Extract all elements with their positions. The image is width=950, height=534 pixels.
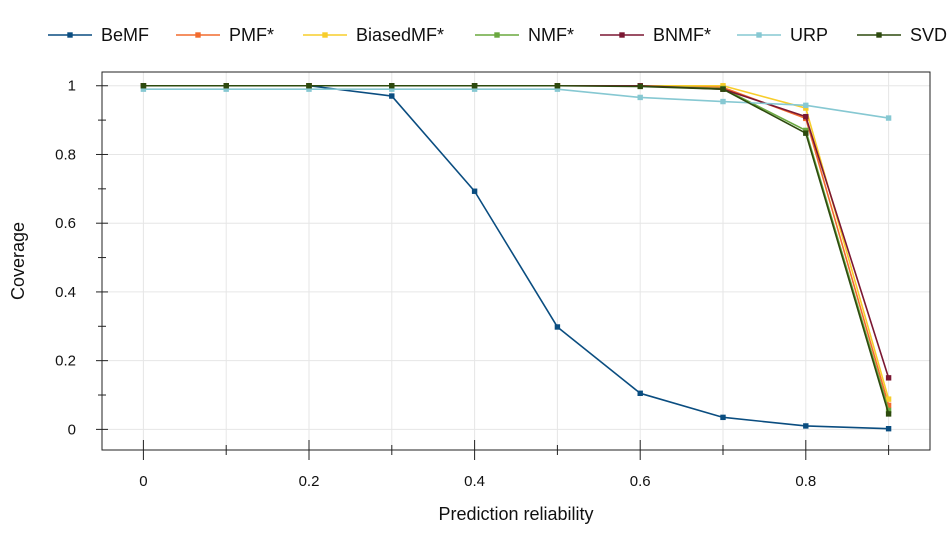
y-tick-label: 0 — [68, 421, 76, 438]
data-point-bemf — [637, 390, 643, 396]
series-svd — [140, 83, 892, 417]
legend-label-urp: URP — [790, 25, 828, 45]
legend-swatch-marker — [756, 32, 762, 38]
legend-item-svd: SVD — [857, 25, 947, 45]
data-point-urp — [306, 86, 312, 92]
data-point-nmf — [885, 407, 892, 414]
x-tick-label: 0.8 — [795, 473, 816, 490]
data-point-svd — [885, 411, 892, 417]
series-bnmf — [140, 83, 892, 381]
data-point-urp — [140, 86, 147, 92]
series-line-bemf — [143, 84, 889, 430]
axis-ticks: 0 0.2 0.4 0.6 0.8 0 0.2 0.4 0.6 0.8 1 — [55, 78, 890, 490]
series-line-svd — [143, 84, 890, 415]
y-axis-title: Coverage — [8, 222, 28, 300]
y-tick-label: 0.8 — [55, 146, 76, 163]
legend-label-svd: SVD — [910, 25, 947, 45]
plot-frame — [101, 71, 931, 451]
legend-swatch-marker — [876, 32, 882, 38]
legend-swatch-marker — [619, 32, 625, 38]
legend-label-bemf: BeMF — [101, 25, 149, 45]
data-point-svd — [720, 86, 726, 92]
data-point-bnmf — [885, 375, 892, 381]
legend-label-bnmf: BNMF* — [653, 25, 711, 45]
legend-swatch-marker — [195, 32, 201, 38]
data-point-urp — [803, 102, 809, 109]
series-bemf — [140, 83, 892, 432]
series-urp — [140, 86, 892, 121]
legend-swatch-marker — [322, 32, 328, 38]
grid — [102, 72, 930, 450]
y-tick-label: 0.6 — [55, 215, 76, 232]
series-line-pmf — [143, 84, 890, 406]
series-line-urp — [143, 88, 889, 119]
data-point-bemf — [803, 423, 809, 429]
data-point-svd — [389, 83, 395, 89]
data-point-bemf — [471, 188, 478, 194]
data-point-nmf — [803, 127, 809, 134]
data-point-svd — [223, 83, 229, 89]
data-point-svd — [637, 83, 643, 90]
data-point-pmf — [885, 402, 892, 409]
data-point-urp — [554, 86, 561, 92]
legend-label-nmf: NMF* — [528, 25, 574, 45]
series-biasedmf — [140, 83, 892, 402]
y-tick-label: 1 — [68, 78, 76, 95]
x-tick-label: 0.2 — [299, 473, 320, 490]
legend-label-biasedmf: BiasedMF* — [356, 25, 444, 45]
data-point-biasedmf — [720, 83, 726, 89]
data-point-bemf — [389, 93, 395, 99]
data-point-biasedmf — [885, 396, 892, 402]
data-point-urp — [885, 115, 892, 121]
legend-item-bemf: BeMF — [48, 25, 149, 45]
data-point-bemf — [885, 425, 892, 432]
legend-swatch-marker — [67, 32, 73, 38]
x-axis-title: Prediction reliability — [438, 504, 593, 524]
series-line-bnmf — [143, 84, 890, 379]
legend-item-bnmf: BNMF* — [600, 25, 711, 45]
y-tick-label: 0.2 — [55, 353, 76, 370]
data-point-urp — [720, 98, 726, 105]
legend: BeMF PMF* BiasedMF* NMF* BNMF* URP SVD — [48, 25, 947, 45]
series-pmf — [140, 83, 892, 409]
data-point-urp — [223, 86, 229, 92]
data-point-bemf — [554, 324, 561, 330]
series-line-nmf — [143, 84, 890, 411]
data-point-svd — [471, 83, 478, 89]
series-nmf — [140, 83, 892, 414]
data-point-urp — [471, 86, 478, 92]
data-point-urp — [637, 94, 643, 101]
data-point-svd — [803, 130, 809, 136]
legend-label-pmf: PMF* — [229, 25, 274, 45]
legend-item-nmf: NMF* — [475, 25, 574, 45]
legend-item-urp: URP — [737, 25, 828, 45]
series-group — [140, 83, 892, 432]
legend-item-biasedmf: BiasedMF* — [303, 25, 444, 45]
data-point-bemf — [720, 414, 726, 421]
legend-item-pmf: PMF* — [176, 25, 274, 45]
data-point-svd — [306, 83, 312, 89]
data-point-svd — [140, 83, 147, 89]
data-point-urp — [389, 86, 395, 92]
legend-swatch-marker — [494, 32, 500, 38]
y-tick-label: 0.4 — [55, 284, 76, 301]
x-tick-label: 0.6 — [630, 473, 651, 490]
data-point-bnmf — [803, 113, 809, 120]
x-tick-label: 0 — [139, 473, 147, 490]
series-line-biasedmf — [143, 84, 890, 400]
x-tick-label: 0.4 — [464, 473, 485, 490]
data-point-biasedmf — [803, 105, 809, 111]
data-point-svd — [554, 83, 561, 89]
